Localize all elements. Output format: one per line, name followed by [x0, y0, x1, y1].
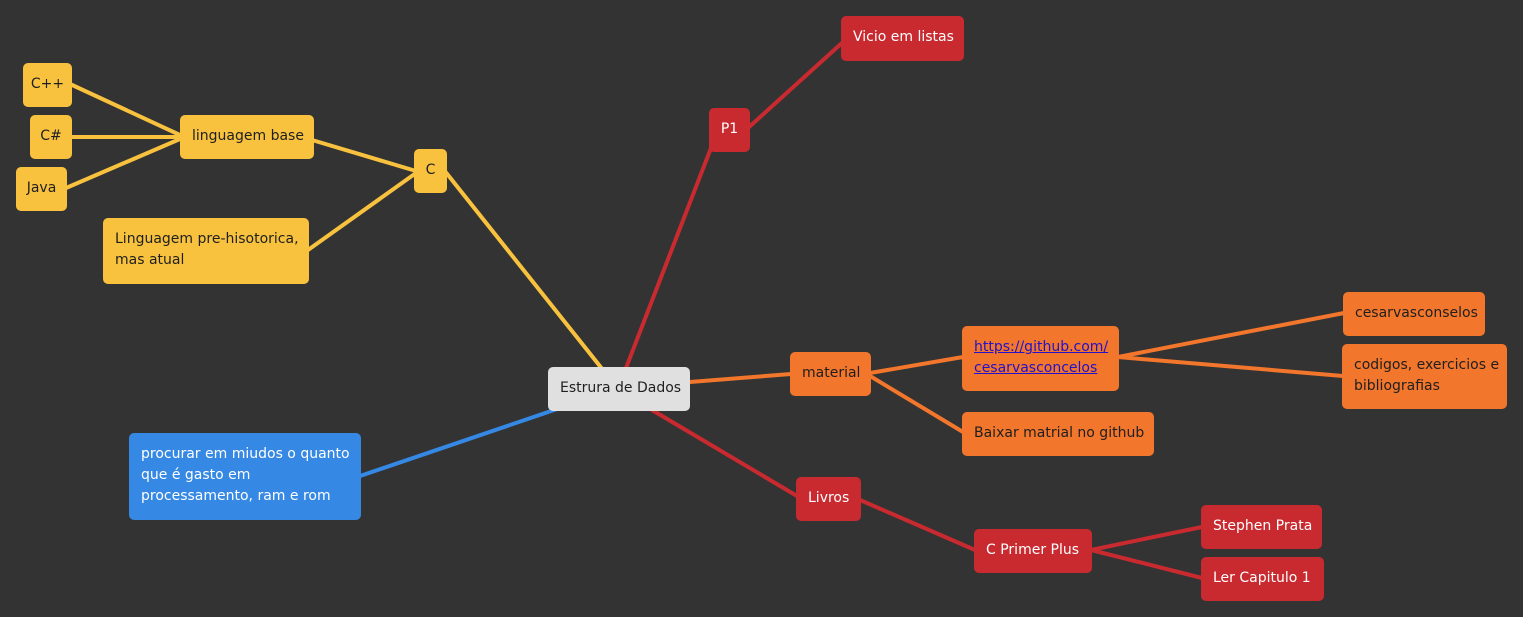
codigos-node[interactable]: codigos, exercicios e bibliografias	[1342, 344, 1507, 409]
github-link-line1[interactable]: https://github.com/	[974, 339, 1109, 355]
p1-node[interactable]: P1	[709, 108, 750, 152]
edge-p1-vicio	[746, 40, 845, 130]
book-node[interactable]: C Primer Plus	[974, 529, 1092, 573]
note-node[interactable]: procurar em miudos o quanto que é gasto …	[129, 433, 361, 520]
material-label: material	[802, 365, 861, 381]
livros-node[interactable]: Livros	[796, 477, 861, 521]
note-line2: que é gasto em	[141, 467, 251, 483]
java-label: Java	[26, 180, 57, 196]
edge-c-pre-historica	[306, 171, 418, 252]
edge-book-ler	[1089, 548, 1204, 580]
p1-label: P1	[720, 121, 739, 137]
material-node[interactable]: material	[790, 352, 871, 396]
edge-link-codigos	[1116, 355, 1345, 378]
stephen-node[interactable]: Stephen Prata	[1201, 505, 1322, 549]
edge-root-material	[688, 372, 793, 384]
edge-material-baixar	[868, 374, 965, 434]
baixar-label: Baixar matrial no github	[974, 425, 1145, 441]
java-node[interactable]: Java	[16, 167, 67, 211]
github-link-line2[interactable]: cesarvasconcelos	[974, 360, 1098, 376]
cpp-node[interactable]: C++	[23, 63, 72, 107]
baixar-node[interactable]: Baixar matrial no github	[962, 412, 1154, 456]
user-node[interactable]: cesarvasconselos	[1343, 292, 1485, 336]
livros-label: Livros	[808, 490, 850, 506]
book-label: C Primer Plus	[986, 542, 1080, 558]
user-label: cesarvasconselos	[1355, 305, 1478, 321]
c-node[interactable]: C	[414, 149, 447, 193]
pre-historica-line1: Linguagem pre-hisotorica,	[115, 231, 299, 247]
edge-root-note	[358, 406, 562, 478]
codigos-line2: bibliografias	[1354, 378, 1440, 394]
csharp-node[interactable]: C#	[30, 115, 72, 159]
note-line3: processamento, ram e rom	[141, 488, 331, 504]
edge-root-p1	[624, 146, 713, 370]
vicio-label: Vicio em listas	[853, 29, 954, 45]
cpp-label: C++	[30, 76, 65, 92]
edge-material-link	[868, 355, 965, 375]
pre-historica-node[interactable]: Linguagem pre-hisotorica, mas atual	[103, 218, 309, 284]
github-link-node[interactable]: https://github.com/ cesarvasconcelos	[962, 326, 1119, 391]
edge-linguagem-cpp	[68, 82, 182, 137]
edge-root-livros	[650, 408, 799, 498]
edge-link-user	[1116, 311, 1346, 359]
linguagem-base-label: linguagem base	[192, 128, 304, 144]
pre-historica-line2: mas atual	[115, 252, 185, 268]
c-label: C	[425, 162, 436, 178]
csharp-label: C#	[40, 128, 62, 144]
edge-linguagem-java	[64, 137, 182, 190]
codigos-line1: codigos, exercicios e	[1354, 357, 1500, 373]
vicio-node[interactable]: Vicio em listas	[841, 16, 964, 61]
edge-c-linguagem-base	[310, 138, 418, 173]
root-label: Estrura de Dados	[560, 380, 682, 396]
note-line1: procurar em miudos o quanto	[141, 446, 350, 462]
root-node[interactable]: Estrura de Dados	[548, 367, 690, 411]
stephen-label: Stephen Prata	[1213, 518, 1313, 534]
linguagem-base-node[interactable]: linguagem base	[180, 115, 314, 159]
edge-root-c	[442, 168, 605, 372]
ler-capitulo-node[interactable]: Ler Capitulo 1	[1201, 557, 1324, 601]
edge-book-stephen	[1089, 525, 1204, 552]
edge-livros-book	[858, 498, 977, 552]
ler-capitulo-label: Ler Capitulo 1	[1213, 570, 1311, 586]
